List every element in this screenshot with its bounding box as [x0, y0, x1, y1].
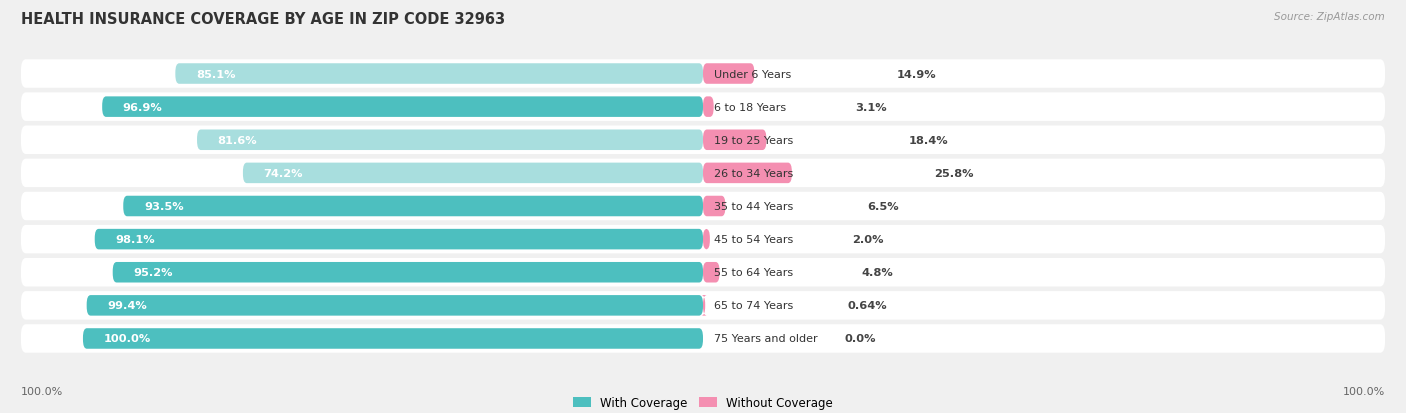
FancyBboxPatch shape: [703, 229, 710, 250]
Text: 100.0%: 100.0%: [21, 387, 63, 396]
FancyBboxPatch shape: [243, 163, 703, 184]
FancyBboxPatch shape: [21, 225, 1385, 254]
FancyBboxPatch shape: [703, 64, 755, 85]
Text: 96.9%: 96.9%: [122, 102, 163, 112]
Text: 55 to 64 Years: 55 to 64 Years: [714, 268, 793, 278]
FancyBboxPatch shape: [21, 126, 1385, 154]
FancyBboxPatch shape: [124, 196, 703, 217]
FancyBboxPatch shape: [112, 262, 703, 283]
Text: 35 to 44 Years: 35 to 44 Years: [714, 202, 793, 211]
FancyBboxPatch shape: [94, 229, 703, 250]
Text: 100.0%: 100.0%: [1343, 387, 1385, 396]
Text: 65 to 74 Years: 65 to 74 Years: [714, 301, 793, 311]
Text: 95.2%: 95.2%: [134, 268, 173, 278]
FancyBboxPatch shape: [703, 196, 725, 217]
FancyBboxPatch shape: [703, 163, 792, 184]
Text: 81.6%: 81.6%: [218, 135, 257, 145]
Text: 6 to 18 Years: 6 to 18 Years: [714, 102, 786, 112]
Text: 100.0%: 100.0%: [104, 334, 150, 344]
Text: Source: ZipAtlas.com: Source: ZipAtlas.com: [1274, 12, 1385, 22]
Text: 25.8%: 25.8%: [934, 169, 973, 178]
Text: 18.4%: 18.4%: [908, 135, 948, 145]
Text: 4.8%: 4.8%: [862, 268, 893, 278]
FancyBboxPatch shape: [703, 262, 720, 283]
Text: 45 to 54 Years: 45 to 54 Years: [714, 235, 793, 244]
FancyBboxPatch shape: [103, 97, 703, 118]
Text: 99.4%: 99.4%: [107, 301, 148, 311]
FancyBboxPatch shape: [87, 295, 703, 316]
Text: 75 Years and older: 75 Years and older: [714, 334, 818, 344]
FancyBboxPatch shape: [21, 93, 1385, 121]
FancyBboxPatch shape: [21, 159, 1385, 188]
FancyBboxPatch shape: [21, 259, 1385, 287]
Text: 26 to 34 Years: 26 to 34 Years: [714, 169, 793, 178]
FancyBboxPatch shape: [702, 295, 707, 316]
Text: 14.9%: 14.9%: [896, 69, 936, 79]
Text: 0.0%: 0.0%: [845, 334, 876, 344]
Text: 85.1%: 85.1%: [195, 69, 236, 79]
Legend: With Coverage, Without Coverage: With Coverage, Without Coverage: [568, 392, 838, 413]
FancyBboxPatch shape: [21, 60, 1385, 88]
FancyBboxPatch shape: [21, 192, 1385, 221]
FancyBboxPatch shape: [703, 97, 714, 118]
FancyBboxPatch shape: [83, 328, 703, 349]
FancyBboxPatch shape: [21, 292, 1385, 320]
Text: 3.1%: 3.1%: [856, 102, 887, 112]
Text: 6.5%: 6.5%: [868, 202, 898, 211]
FancyBboxPatch shape: [176, 64, 703, 85]
Text: 2.0%: 2.0%: [852, 235, 883, 244]
Text: 93.5%: 93.5%: [143, 202, 184, 211]
Text: 19 to 25 Years: 19 to 25 Years: [714, 135, 793, 145]
Text: HEALTH INSURANCE COVERAGE BY AGE IN ZIP CODE 32963: HEALTH INSURANCE COVERAGE BY AGE IN ZIP …: [21, 12, 505, 27]
Text: 0.64%: 0.64%: [848, 301, 887, 311]
FancyBboxPatch shape: [703, 130, 766, 151]
FancyBboxPatch shape: [197, 130, 703, 151]
Text: 98.1%: 98.1%: [115, 235, 155, 244]
FancyBboxPatch shape: [21, 325, 1385, 353]
Text: Under 6 Years: Under 6 Years: [714, 69, 792, 79]
Text: 74.2%: 74.2%: [263, 169, 304, 178]
